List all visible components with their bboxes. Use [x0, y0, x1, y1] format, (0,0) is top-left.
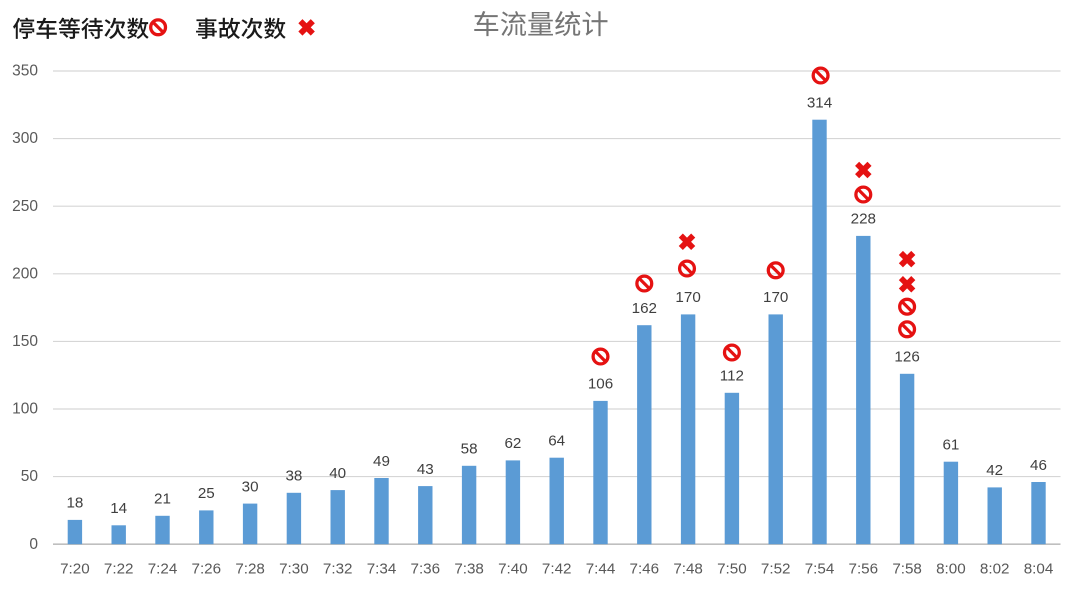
svg-text:18: 18 [66, 495, 83, 512]
svg-text:61: 61 [942, 437, 959, 454]
svg-text:7:40: 7:40 [498, 560, 528, 577]
svg-text:162: 162 [632, 300, 657, 317]
svg-text:7:24: 7:24 [148, 560, 178, 577]
svg-text:7:58: 7:58 [892, 560, 922, 577]
svg-text:7:38: 7:38 [454, 560, 484, 577]
svg-text:350: 350 [12, 63, 38, 80]
svg-text:43: 43 [417, 461, 434, 478]
svg-text:7:56: 7:56 [849, 560, 879, 577]
svg-text:7:50: 7:50 [717, 560, 747, 577]
svg-text:7:48: 7:48 [673, 560, 703, 577]
svg-text:7:44: 7:44 [586, 560, 616, 577]
svg-text:170: 170 [763, 289, 788, 306]
svg-text:7:36: 7:36 [411, 560, 441, 577]
svg-text:7:42: 7:42 [542, 560, 572, 577]
svg-text:58: 58 [461, 441, 478, 458]
svg-text:106: 106 [588, 376, 613, 393]
svg-text:250: 250 [12, 198, 38, 215]
svg-text:64: 64 [548, 433, 565, 450]
svg-text:49: 49 [373, 453, 390, 470]
svg-text:300: 300 [12, 130, 38, 147]
svg-text:7:26: 7:26 [192, 560, 222, 577]
svg-text:314: 314 [807, 95, 832, 112]
svg-text:7:22: 7:22 [104, 560, 134, 577]
svg-text:25: 25 [198, 485, 215, 502]
svg-text:38: 38 [285, 468, 302, 485]
svg-text:200: 200 [12, 265, 38, 282]
svg-text:62: 62 [504, 435, 521, 452]
svg-text:8:00: 8:00 [936, 560, 966, 577]
svg-text:8:02: 8:02 [980, 560, 1010, 577]
svg-text:7:34: 7:34 [367, 560, 397, 577]
svg-text:21: 21 [154, 491, 171, 508]
svg-text:150: 150 [12, 333, 38, 350]
svg-text:7:20: 7:20 [60, 560, 90, 577]
svg-text:8:04: 8:04 [1024, 560, 1054, 577]
svg-text:7:54: 7:54 [805, 560, 835, 577]
svg-text:50: 50 [21, 468, 39, 485]
svg-text:126: 126 [894, 349, 919, 366]
svg-text:46: 46 [1030, 457, 1047, 474]
svg-text:7:28: 7:28 [235, 560, 265, 577]
svg-text:7:30: 7:30 [279, 560, 309, 577]
svg-text:14: 14 [110, 500, 127, 517]
svg-text:42: 42 [986, 462, 1003, 479]
svg-text:40: 40 [329, 465, 346, 482]
svg-text:100: 100 [12, 401, 38, 418]
svg-text:7:52: 7:52 [761, 560, 791, 577]
svg-text:7:32: 7:32 [323, 560, 353, 577]
svg-text:112: 112 [720, 368, 744, 385]
svg-text:30: 30 [242, 478, 259, 495]
svg-text:170: 170 [675, 289, 700, 306]
svg-text:228: 228 [851, 211, 876, 228]
svg-text:0: 0 [29, 536, 38, 553]
svg-text:7:46: 7:46 [630, 560, 660, 577]
